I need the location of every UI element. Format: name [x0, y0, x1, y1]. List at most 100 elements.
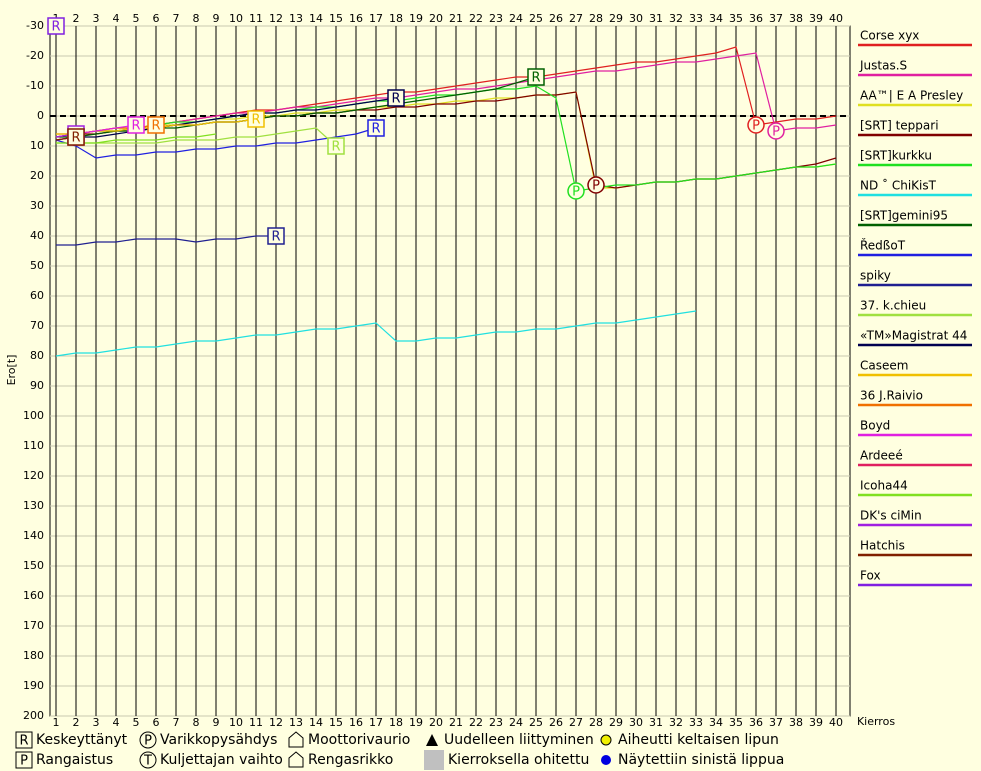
series-line: [55, 97, 397, 141]
marker: R: [527, 68, 545, 86]
key-label: Näytettiin sinistä lippua: [618, 752, 784, 768]
legend-label: ŘedßoT: [860, 238, 906, 253]
series-line: [56, 235, 276, 246]
legend-label: Boyd: [860, 419, 890, 433]
y-tick-label: 200: [23, 709, 44, 722]
x-tick-label: 3: [93, 716, 100, 729]
x-tick-label-top: 32: [669, 12, 683, 25]
x-tick-label-top: 27: [569, 12, 583, 25]
key-label: Rengasrikko: [308, 752, 393, 768]
x-tick-label: 20: [429, 716, 443, 729]
x-tick-label: 22: [469, 716, 483, 729]
x-tick-label: 7: [173, 716, 180, 729]
x-tick-label: 38: [789, 716, 803, 729]
y-tick-label: 150: [23, 559, 44, 572]
marker-label: R: [331, 140, 340, 155]
y-tick-label: 110: [23, 439, 44, 452]
y-tick-label: 20: [30, 169, 44, 182]
marker-label: R: [391, 92, 400, 107]
x-tick-label-top: 5: [133, 12, 140, 25]
x-tick-label: 1: [53, 716, 60, 729]
key-item: P Rangaistus: [15, 751, 113, 769]
marker: R: [247, 110, 265, 128]
key-box: [15, 751, 33, 769]
y-tick-label: 40: [30, 229, 44, 242]
marker-label: P: [592, 179, 600, 194]
key-label: Uudelleen liittyminen: [444, 732, 594, 748]
legend-label: Hatchis: [860, 539, 905, 553]
x-tick-label: 36: [749, 716, 763, 729]
y-tick-label: 130: [23, 499, 44, 512]
y-tick-label: 100: [23, 409, 44, 422]
x-tick-label: 16: [349, 716, 363, 729]
y-tick-label: 80: [30, 349, 44, 362]
key-symbol: P: [20, 754, 28, 769]
y-axis-label: Ero[t]: [5, 355, 18, 386]
marker-label: R: [251, 113, 260, 128]
marker: R: [67, 128, 85, 146]
x-tick-label: 18: [389, 716, 403, 729]
legend-label: AA™| E A Presley: [860, 89, 963, 103]
legend-label: Ardeeé: [860, 449, 903, 463]
marker: P: [567, 182, 585, 200]
key-circle: [139, 751, 157, 769]
marker-box: [387, 89, 405, 107]
legend-label: DK's ciMin: [860, 509, 922, 523]
x-tick-label-top: 13: [289, 12, 303, 25]
x-tick-label-top: 20: [429, 12, 443, 25]
x-tick-label: 27: [569, 716, 583, 729]
key-label: Kierroksella ohitettu: [448, 752, 589, 768]
x-tick-label-top: 34: [709, 12, 723, 25]
x-tick-label-top: 37: [769, 12, 783, 25]
x-tick-label: 4: [113, 716, 120, 729]
marker-label: P: [572, 185, 580, 200]
x-tick-label: 8: [193, 716, 200, 729]
key-item: Moottorivaurio: [288, 731, 410, 748]
series-line: [55, 85, 837, 192]
key-icon: [600, 734, 612, 746]
x-tick-label-top: 29: [609, 12, 623, 25]
x-tick-label-top: 28: [589, 12, 603, 25]
x-tick-label: 9: [213, 716, 220, 729]
marker-circle: [587, 176, 605, 194]
marker: R: [47, 17, 65, 35]
key-symbol: P: [144, 734, 152, 749]
y-tick-label: 170: [23, 619, 44, 632]
key-symbol: T: [143, 754, 152, 769]
y-tick-label: -30: [26, 19, 44, 32]
x-tick-label: 11: [249, 716, 263, 729]
x-tick-label: 23: [489, 716, 503, 729]
x-tick-label-top: 21: [449, 12, 463, 25]
x-tick-label: 17: [369, 716, 383, 729]
x-tick-label: 28: [589, 716, 603, 729]
legend-label: spiky: [860, 269, 891, 283]
y-tick-label: 0: [37, 109, 44, 122]
x-tick-label-top: 22: [469, 12, 483, 25]
legend-label: Corse xyx: [860, 29, 919, 43]
y-tick-label: 30: [30, 199, 44, 212]
marker: P: [767, 122, 785, 140]
x-tick-label-top: 3: [93, 12, 100, 25]
x-tick-label-top: 7: [173, 12, 180, 25]
x-tick-label: 39: [809, 716, 823, 729]
x-tick-label-top: 6: [153, 12, 160, 25]
marker: R: [387, 89, 405, 107]
marker: R: [127, 116, 145, 134]
x-tick-label: 31: [649, 716, 663, 729]
y-tick-label: 190: [23, 679, 44, 692]
y-tick-label: 160: [23, 589, 44, 602]
key-icon: [424, 750, 444, 770]
x-tick-label-top: 16: [349, 12, 363, 25]
x-tick-label-top: 8: [193, 12, 200, 25]
x-tick-label: 14: [309, 716, 323, 729]
marker: R: [367, 119, 385, 137]
legend-label: Caseem: [860, 359, 908, 373]
plot-area: [49, 25, 851, 717]
key-symbol: R: [19, 734, 28, 749]
x-tick-label: 30: [629, 716, 643, 729]
marker-label: R: [531, 71, 540, 86]
x-tick-label-top: 9: [213, 12, 220, 25]
x-tick-label: 15: [329, 716, 343, 729]
y-tick-label: 180: [23, 649, 44, 662]
key-icon: [288, 751, 304, 768]
